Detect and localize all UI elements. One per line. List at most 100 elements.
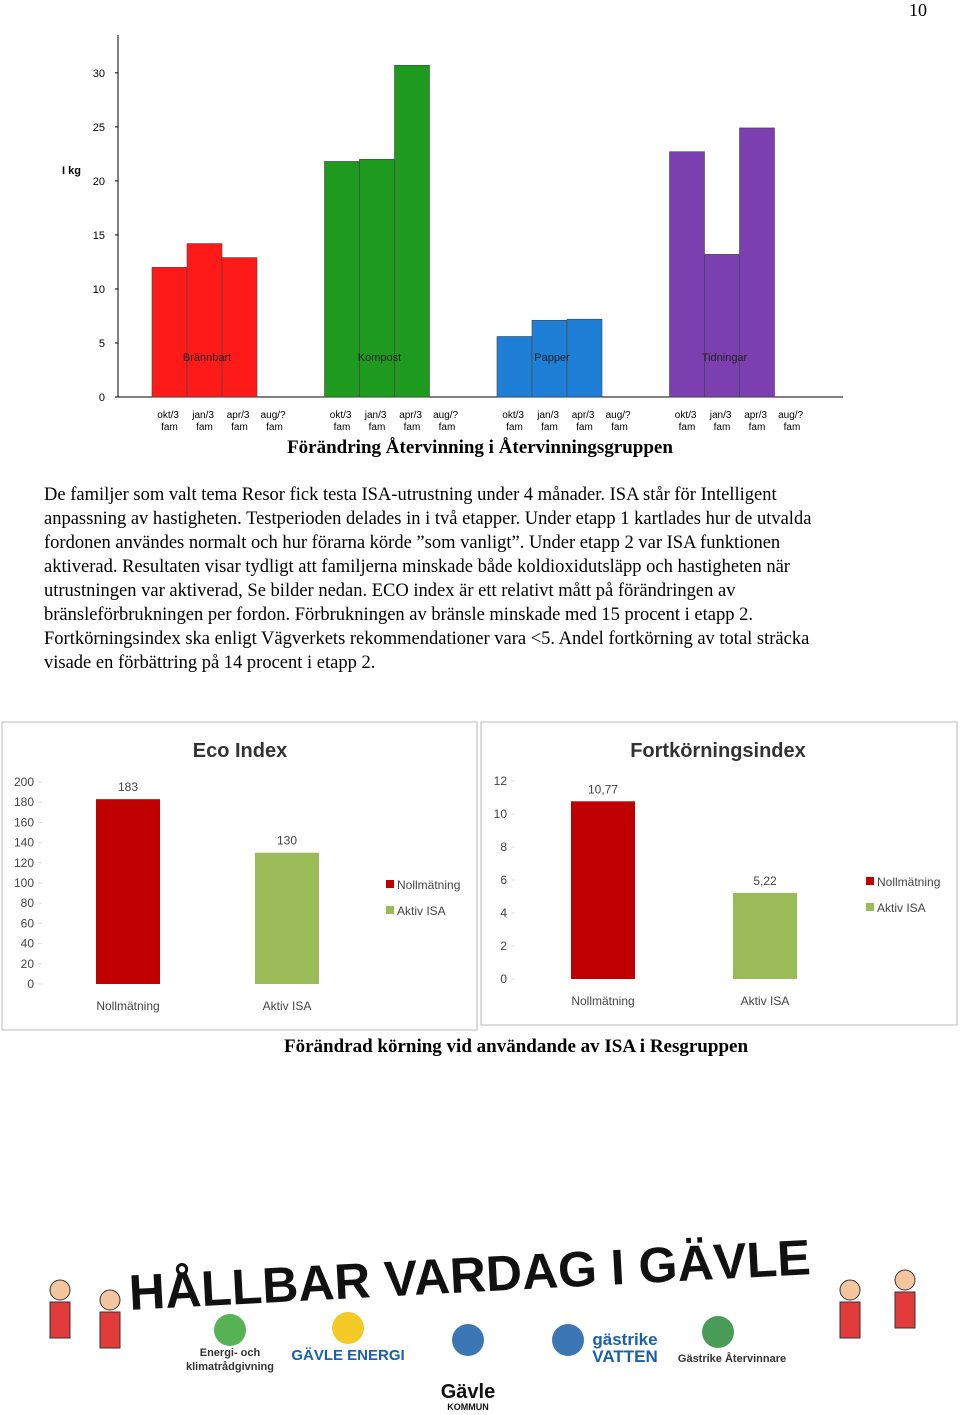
y-tick-label: 120 (14, 856, 34, 870)
chart-frame (1, 721, 478, 1031)
bar (496, 336, 533, 398)
bar (566, 318, 603, 398)
y-tick-label: 8 (500, 840, 507, 854)
legend-label: Aktiv ISA (397, 904, 446, 918)
y-tick-label: 0 (27, 977, 34, 991)
paragraph-line: aktiverad. Resultaten visar tydligt att … (44, 557, 790, 577)
bar (255, 852, 319, 984)
x-tick-label: jan/3 fam (191, 410, 216, 433)
x-tick-label: apr/3 fam (399, 410, 425, 433)
x-tick-label: Nollmätning (96, 999, 159, 1013)
logo-icon (332, 1312, 364, 1344)
y-tick-label: 20 (93, 176, 105, 188)
x-tick-label: apr/3 fam (227, 410, 253, 433)
y-tick-label: 15 (93, 230, 105, 242)
logo-icon (702, 1316, 734, 1348)
y-tick-label: 6 (500, 873, 507, 887)
x-tick-label: Aktiv ISA (741, 994, 790, 1008)
data-label: 10,77 (588, 782, 618, 796)
x-tick-label: Aktiv ISA (263, 999, 312, 1013)
caption: Förändring Återvinning i Återvinningsgru… (287, 437, 673, 458)
bar (669, 151, 705, 398)
bar (739, 127, 775, 398)
y-tick-label: 4 (500, 906, 507, 920)
figure-head (49, 1279, 71, 1301)
logo-icon (214, 1314, 246, 1346)
bar (221, 257, 258, 398)
legend-swatch (386, 906, 394, 914)
bar (571, 801, 635, 979)
data-label: 130 (277, 834, 297, 848)
logo-text: VATTEN (592, 1347, 657, 1366)
figure-head (839, 1279, 861, 1301)
x-tick-label: Nollmätning (571, 994, 634, 1008)
figure-body (894, 1291, 916, 1329)
paragraph-line: visade en förbättring på 14 procent i et… (44, 653, 375, 673)
legend-swatch (866, 903, 874, 911)
data-label: 5,22 (753, 874, 777, 888)
y-tick-label: 200 (14, 775, 34, 789)
y-tick-label: 10 (93, 284, 105, 296)
y-tick-label: 2 (500, 939, 507, 953)
bar (394, 64, 430, 398)
series-label: Papper (534, 352, 570, 364)
series-label: Kompost (358, 352, 401, 364)
logo-icon (552, 1324, 584, 1356)
paragraph-line: De familjer som valt tema Resor fick tes… (44, 485, 777, 505)
x-tick-label: aug/? fam (606, 410, 634, 433)
x-tick-label: apr/3 fam (744, 410, 770, 433)
y-tick-label: 80 (21, 896, 35, 910)
bar (324, 161, 360, 398)
y-tick-label: 5 (99, 338, 105, 350)
chart-title: Fortkörningsindex (630, 740, 806, 762)
legend-label: Nollmätning (397, 878, 460, 892)
footer-title: HÅLLBAR VARDAG I GÄVLE (128, 1229, 812, 1321)
chart-frame (480, 721, 958, 1026)
y-tick-label: 100 (14, 876, 34, 890)
y-axis-label: I kg (62, 165, 81, 177)
bar (151, 267, 188, 398)
logo-text: Energi- och (200, 1347, 261, 1359)
x-tick-label: aug/? fam (778, 410, 806, 433)
paragraph-line: fordonen användes normalt och hur förarn… (44, 533, 780, 553)
figure-head (894, 1269, 916, 1291)
legend-swatch (866, 877, 874, 885)
logo-text: Gävle (441, 1381, 495, 1403)
x-tick-label: okt/3 fam (330, 410, 354, 433)
y-tick-label: 0 (99, 392, 105, 404)
y-tick-label: 25 (93, 122, 105, 134)
logo-text: GÄVLE ENERGI (291, 1347, 404, 1364)
bar (704, 254, 740, 398)
legend-swatch (386, 880, 394, 888)
x-tick-label: apr/3 fam (572, 410, 598, 433)
figure-body (99, 1311, 121, 1349)
figure-head (99, 1289, 121, 1311)
y-tick-label: 0 (500, 972, 507, 986)
logo-text: Gästrike Återvinnare (678, 1352, 786, 1365)
y-tick-label: 140 (14, 836, 34, 850)
x-tick-label: okt/3 fam (157, 410, 181, 433)
data-label: 183 (118, 780, 138, 794)
legend-label: Nollmätning (877, 875, 940, 889)
bar (96, 799, 160, 984)
x-tick-label: jan/3 fam (364, 410, 389, 433)
x-tick-label: okt/3 fam (675, 410, 699, 433)
logo-text: KOMMUN (447, 1402, 489, 1412)
y-tick-label: 10 (494, 807, 508, 821)
x-tick-label: jan/3 fam (709, 410, 734, 433)
logo-icon (452, 1324, 484, 1356)
logo-text: gästrike (592, 1330, 657, 1349)
y-tick-label: 20 (21, 957, 35, 971)
paragraph-line: bränsleförbrukningen per fordon. Förbruk… (44, 605, 753, 625)
x-tick-label: aug/? fam (261, 410, 289, 433)
logo-text: klimatrådgivning (186, 1361, 274, 1373)
bar (733, 892, 797, 979)
caption: Förändrad körning vid användande av ISA … (284, 1036, 748, 1057)
bar (531, 319, 568, 398)
x-tick-label: jan/3 fam (536, 410, 561, 433)
chart-title: Eco Index (193, 740, 287, 762)
bar (186, 243, 223, 398)
legend-label: Aktiv ISA (877, 901, 926, 915)
y-tick-label: 160 (14, 815, 34, 829)
